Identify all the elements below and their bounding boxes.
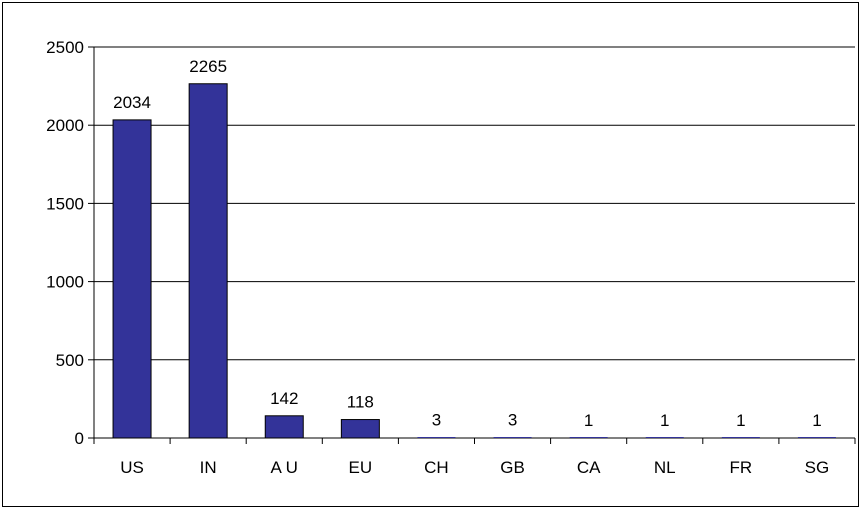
bar-fr [721,437,760,438]
bar-gb [493,437,532,438]
data-label: 3 [508,411,517,430]
x-tick-label: FR [730,458,753,477]
y-tick-label: 1000 [46,273,84,292]
data-label: 118 [347,393,374,412]
x-tick-label: IN [200,458,217,477]
data-label: 2265 [189,57,227,76]
data-label: 3 [432,411,441,430]
x-tick-label: SG [805,458,830,477]
bar-ch [417,437,456,438]
bar-sg [797,437,836,438]
y-tick-label: 500 [56,351,84,370]
y-tick-label: 0 [75,429,84,448]
data-label: 1 [584,411,593,430]
x-tick-label: CH [424,458,449,477]
data-label: 1 [660,411,669,430]
x-tick-label: EU [349,458,373,477]
bar-nl [645,437,684,438]
x-tick-label: US [120,458,144,477]
bar-in [188,83,228,439]
data-label: 1 [736,411,745,430]
data-label: 1 [812,411,821,430]
bar-us [112,119,152,439]
y-tick-label: 1500 [46,194,84,213]
bar-eu [340,419,380,439]
x-tick-label: A U [271,458,298,477]
data-label: 142 [270,389,298,408]
x-tick-label: GB [500,458,525,477]
bar-au [264,415,304,439]
data-label: 2034 [113,93,151,112]
y-tick-label: 2500 [46,38,84,57]
bar-ca [569,437,608,438]
x-tick-label: NL [654,458,676,477]
y-tick-label: 2000 [46,116,84,135]
x-tick-label: CA [577,458,601,477]
